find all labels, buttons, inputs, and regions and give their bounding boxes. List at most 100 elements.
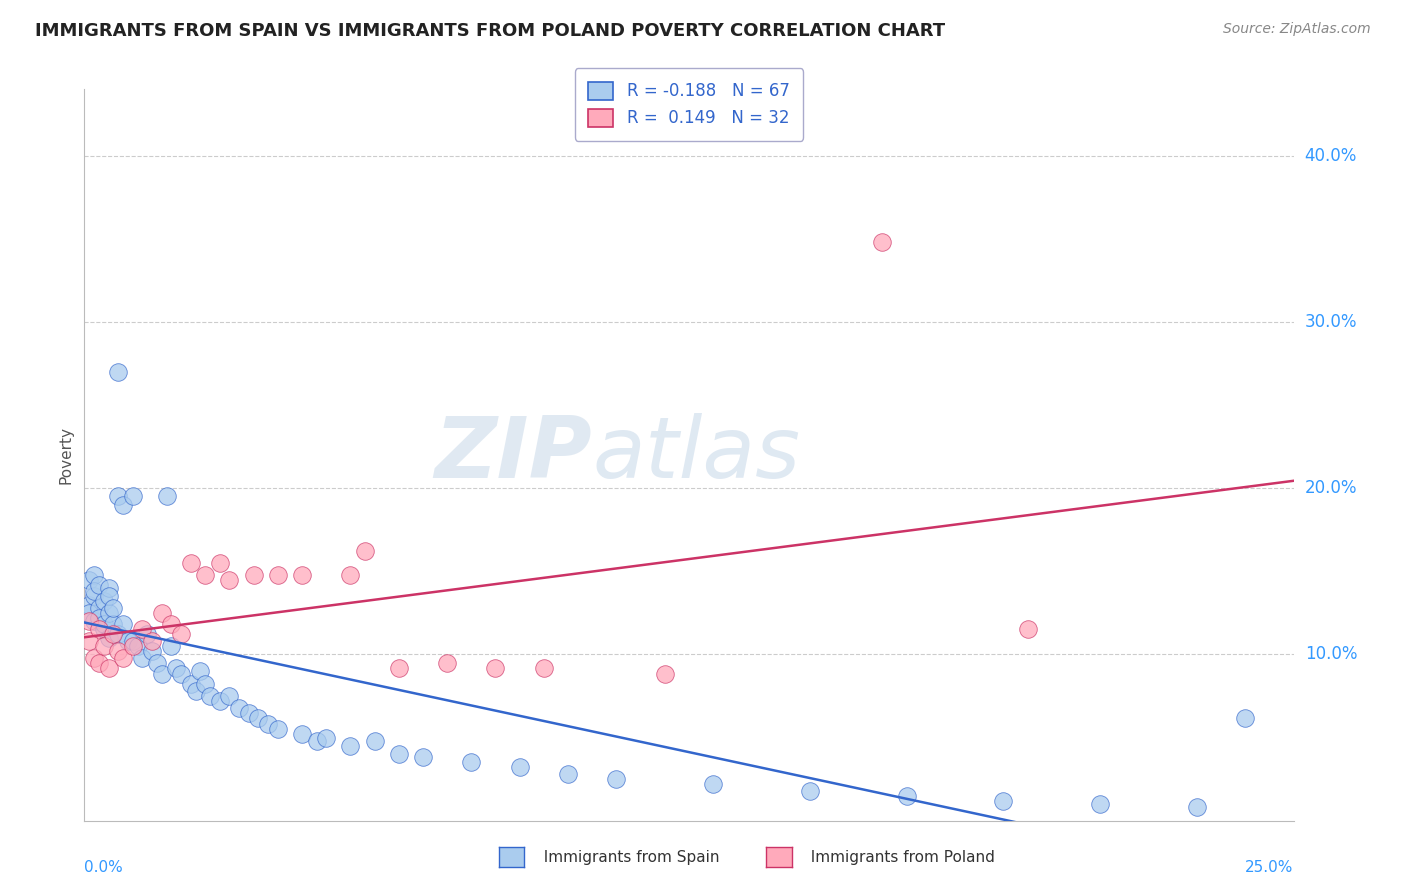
Point <box>218 689 240 703</box>
Point <box>388 661 411 675</box>
Point <box>247 710 270 724</box>
Point <box>93 639 115 653</box>
Point <box>267 567 290 582</box>
Text: 40.0%: 40.0% <box>1305 146 1357 165</box>
Point <box>112 650 135 665</box>
Point <box>121 490 143 504</box>
Text: 25.0%: 25.0% <box>1246 860 1294 874</box>
Text: 10.0%: 10.0% <box>1305 646 1357 664</box>
Point <box>103 617 125 632</box>
Point <box>702 777 724 791</box>
Point <box>121 639 143 653</box>
Legend: R = -0.188   N = 67, R =  0.149   N = 32: R = -0.188 N = 67, R = 0.149 N = 32 <box>575 69 803 141</box>
Point <box>436 656 458 670</box>
Point <box>170 627 193 641</box>
Point <box>83 614 105 628</box>
Point <box>87 611 110 625</box>
Point <box>242 567 264 582</box>
Point <box>339 567 361 582</box>
Text: 30.0%: 30.0% <box>1305 313 1357 331</box>
Point <box>93 594 115 608</box>
Point <box>799 783 821 797</box>
Point <box>150 606 173 620</box>
Point <box>127 639 149 653</box>
Point <box>993 794 1015 808</box>
Point <box>896 789 918 803</box>
Point <box>509 760 531 774</box>
Point <box>93 623 115 637</box>
Point <box>484 661 506 675</box>
Point <box>77 573 100 587</box>
Text: Immigrants from Spain: Immigrants from Spain <box>534 850 720 865</box>
Point <box>131 650 153 665</box>
Point <box>121 634 143 648</box>
Text: Source: ZipAtlas.com: Source: ZipAtlas.com <box>1223 22 1371 37</box>
Point <box>83 584 105 599</box>
Point <box>412 750 434 764</box>
Point <box>291 727 314 741</box>
Point <box>103 627 125 641</box>
Point <box>97 631 120 645</box>
Point <box>238 706 260 720</box>
Point <box>165 661 187 675</box>
Point <box>83 650 105 665</box>
Point <box>131 623 153 637</box>
Point <box>315 731 337 745</box>
Point <box>112 498 135 512</box>
Point <box>1017 623 1039 637</box>
Point <box>605 772 627 786</box>
Point <box>872 235 894 249</box>
Point <box>257 717 280 731</box>
Point <box>1185 800 1208 814</box>
Point <box>97 581 120 595</box>
Point <box>141 644 163 658</box>
Point <box>218 573 240 587</box>
Point <box>97 661 120 675</box>
Point <box>160 639 183 653</box>
Point <box>180 556 202 570</box>
Point <box>77 606 100 620</box>
Point <box>460 756 482 770</box>
Point <box>97 589 120 603</box>
Point <box>77 598 100 612</box>
Point <box>141 634 163 648</box>
Point <box>150 667 173 681</box>
Point <box>208 556 231 570</box>
Point <box>77 614 100 628</box>
Point <box>194 567 217 582</box>
Point <box>198 689 221 703</box>
Point <box>354 544 377 558</box>
Point <box>107 490 129 504</box>
Point <box>170 667 193 681</box>
Point <box>1234 710 1257 724</box>
Point <box>97 606 120 620</box>
Point <box>87 656 110 670</box>
Point <box>184 684 207 698</box>
Point <box>107 627 129 641</box>
Point <box>107 644 129 658</box>
Point <box>83 567 105 582</box>
Point <box>180 677 202 691</box>
Point <box>93 617 115 632</box>
Point <box>339 739 361 753</box>
Point <box>103 600 125 615</box>
Point <box>146 656 169 670</box>
Text: Immigrants from Poland: Immigrants from Poland <box>801 850 995 865</box>
Point <box>305 734 328 748</box>
Point <box>87 577 110 591</box>
Point <box>117 634 139 648</box>
Point <box>83 589 105 603</box>
Text: atlas: atlas <box>592 413 800 497</box>
Point <box>155 490 177 504</box>
Point <box>190 664 212 678</box>
Y-axis label: Poverty: Poverty <box>58 425 73 484</box>
Point <box>87 600 110 615</box>
Point <box>267 723 290 737</box>
Point <box>112 617 135 632</box>
Point <box>136 627 159 641</box>
Text: 20.0%: 20.0% <box>1305 479 1357 497</box>
Point <box>533 661 555 675</box>
Text: 0.0%: 0.0% <box>84 860 124 874</box>
Text: IMMIGRANTS FROM SPAIN VS IMMIGRANTS FROM POLAND POVERTY CORRELATION CHART: IMMIGRANTS FROM SPAIN VS IMMIGRANTS FROM… <box>35 22 945 40</box>
Point <box>160 617 183 632</box>
